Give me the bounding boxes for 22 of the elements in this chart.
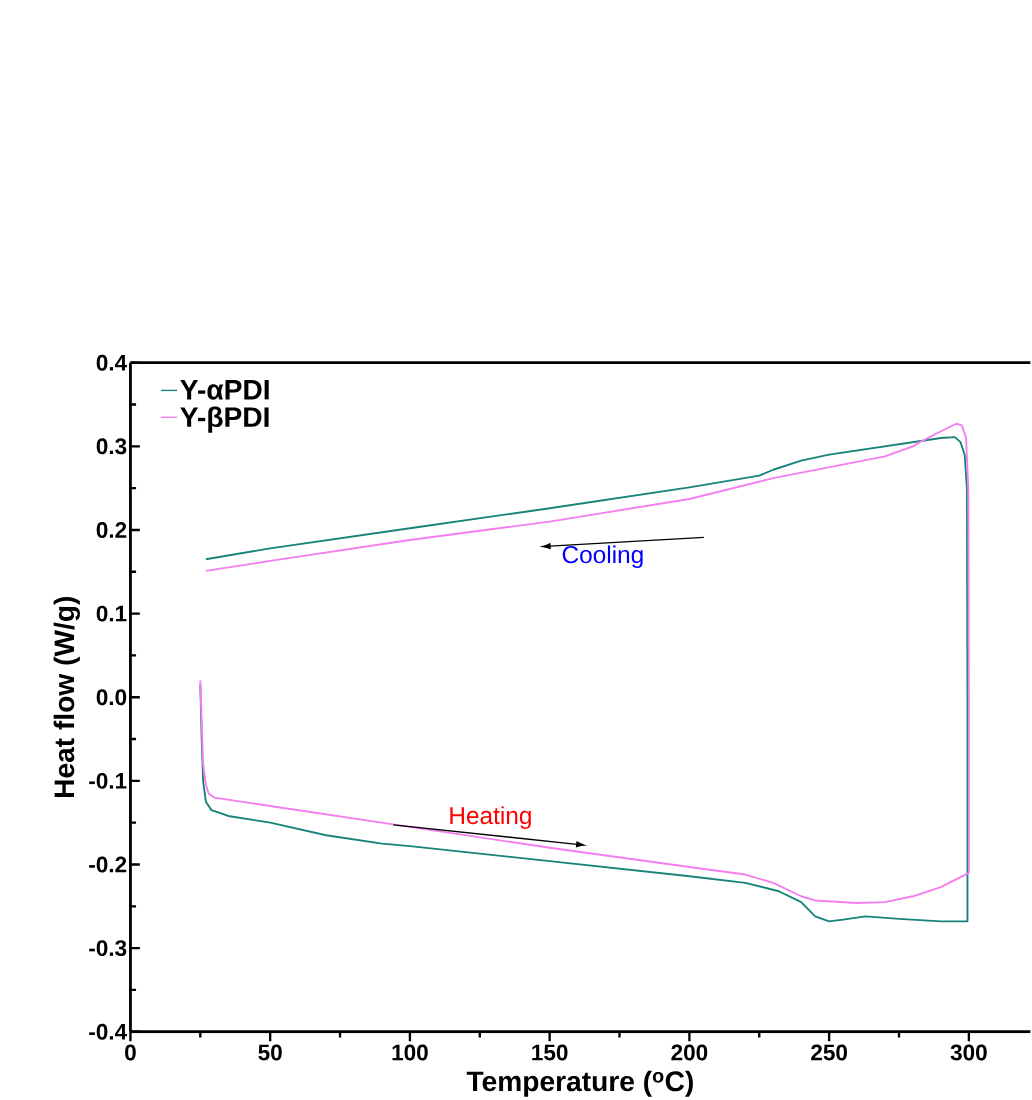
legend-label: Y-αPDI: [180, 380, 269, 400]
y-tick-label: 0.3: [96, 438, 127, 455]
y-tick-label: 0.2: [96, 521, 127, 538]
y-tick-label: 0.1: [96, 605, 127, 622]
y-tick-label: 0.0: [96, 689, 127, 706]
legend-label: Y-βPDI: [180, 406, 269, 433]
annotation: Heating: [450, 806, 531, 830]
x-tick-label: 250: [811, 1044, 847, 1061]
x-tick-label: 150: [532, 1044, 568, 1061]
y-tick-label: -0.1: [89, 772, 127, 789]
y-axis-title: Heat flow (W/g): [53, 596, 80, 797]
y-tick-label: -0.4: [89, 1023, 127, 1040]
y-tick-label: -0.2: [89, 856, 127, 873]
x-tick-label: 100: [392, 1044, 428, 1061]
x-tick-label: 200: [671, 1044, 708, 1061]
x-tick-label: 300: [950, 1044, 987, 1061]
x-tick-label: 50: [258, 1044, 282, 1061]
x-tick-label: 0: [124, 1044, 136, 1061]
y-tick-label: -0.3: [89, 940, 127, 957]
annotation: Cooling: [562, 545, 643, 569]
x-axis-title: Temperature ($^{o}$C): [466, 1070, 693, 1097]
y-tick-label: 0.4: [96, 354, 127, 371]
